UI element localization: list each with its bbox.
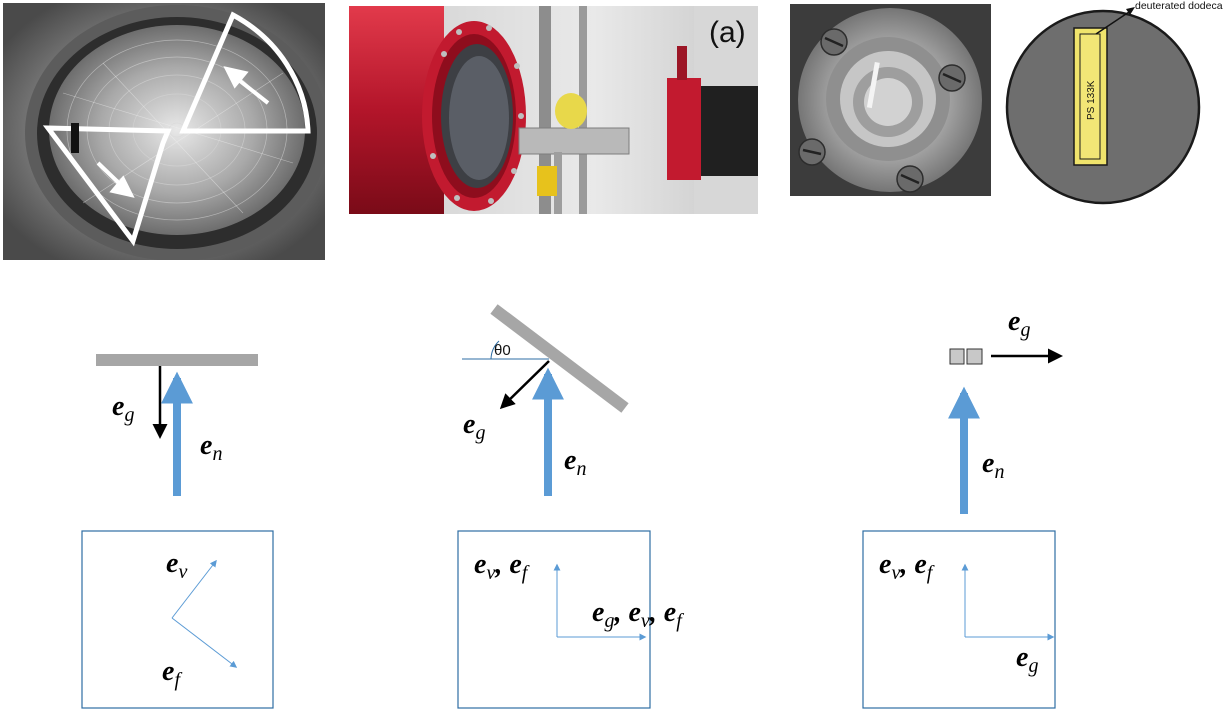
photo-setup: (a) [349,6,758,214]
photo-label-a: (a) [709,16,746,49]
eg-arrow [499,360,550,410]
eg-label: eg [463,409,485,444]
eg-box-label: eg [1016,642,1038,677]
dodecane-label: deuterated dodecane [1135,0,1223,12]
detector-frame [862,530,1056,709]
ef-label: ef [162,656,182,691]
ev-ef-label: ev, ef [879,549,935,584]
diagram-middle: θ0 eg en ev, ef eg, ev, ef [457,304,684,709]
en-label: en [982,448,1004,483]
tilted-sample-surface [490,304,629,413]
eg-ev-ef-label: eg, ev, ef [592,597,684,632]
ef-arrow [171,617,238,668]
en-label: en [200,430,222,465]
photo-cell-grayscale [3,3,325,260]
diagram-right: eg en ev, ef eg [862,306,1063,709]
ev-arrow [171,559,217,619]
detector-frame [457,530,651,709]
sample-block-right [966,348,983,365]
sample-label: PS 133K [1086,80,1097,120]
eg-top-label: eg [1008,306,1030,341]
eg-label: eg [112,391,134,426]
theta-arc [490,340,500,360]
en-label: en [564,445,586,480]
photo-metal-flange [790,4,991,196]
diagram-left: eg en ev ef [81,354,274,709]
theta0-label: θ0 [494,342,511,359]
schematic-sample-disc: PS 133K deuterated dodecane [995,0,1223,205]
ev-ef-label: ev, ef [474,549,530,584]
sample-block-left [949,348,965,365]
sample-surface [96,354,258,366]
detector-frame [81,530,274,709]
ev-label: ev [166,548,187,583]
